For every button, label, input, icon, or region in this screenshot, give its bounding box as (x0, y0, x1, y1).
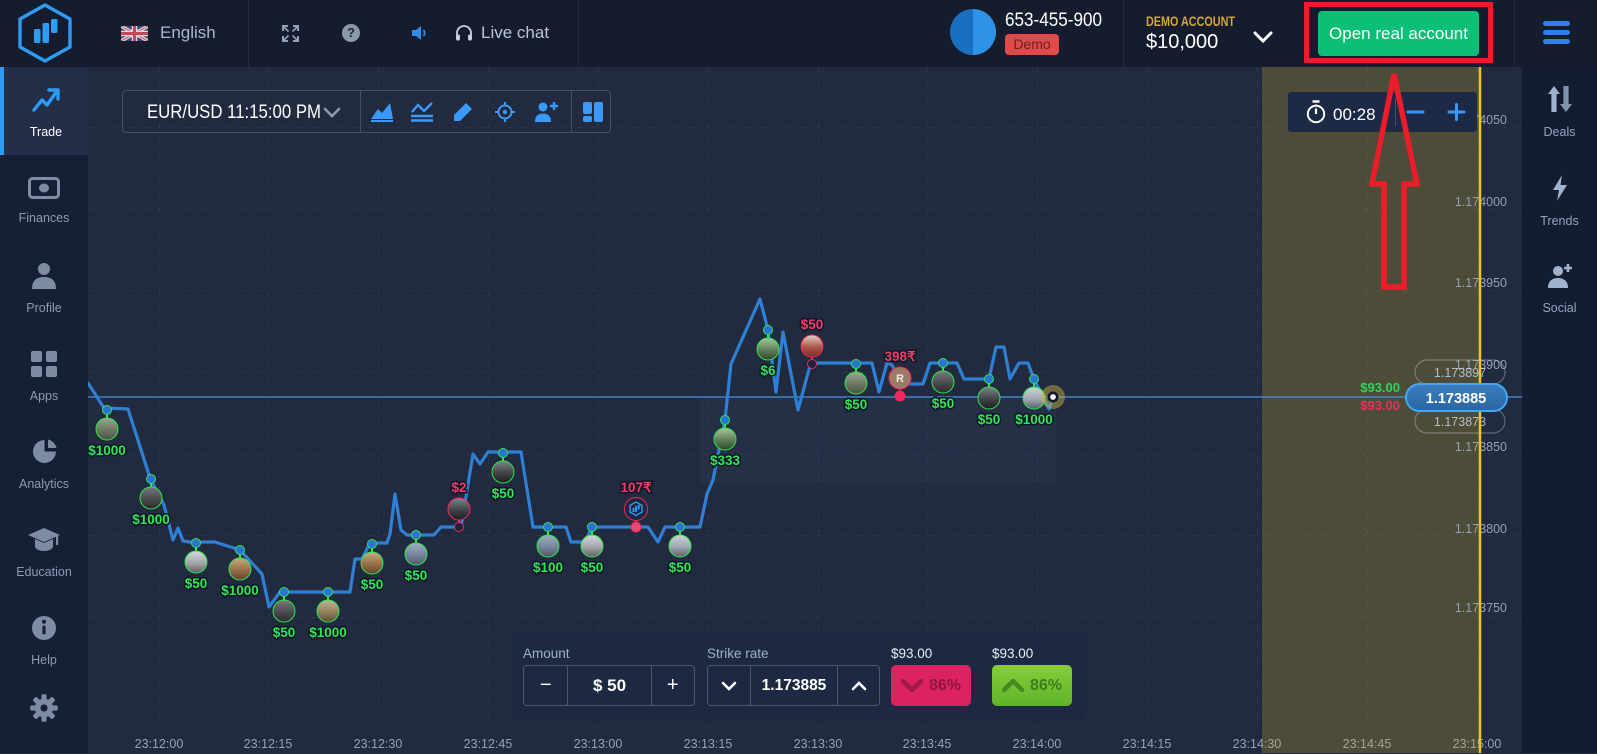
svg-text:1.173873: 1.173873 (1434, 415, 1486, 429)
svg-text:23:14:30: 23:14:30 (1233, 737, 1282, 751)
svg-text:1.173897: 1.173897 (1434, 366, 1486, 380)
svg-text:23:13:30: 23:13:30 (794, 737, 843, 751)
svg-text:23:13:15: 23:13:15 (684, 737, 733, 751)
svg-text:23:15:00: 23:15:00 (1453, 737, 1502, 751)
svg-text:23:12:30: 23:12:30 (354, 737, 403, 751)
svg-text:1.173885: 1.173885 (1426, 391, 1486, 407)
svg-text:$50: $50 (273, 625, 296, 640)
svg-text:$1000: $1000 (88, 443, 126, 458)
svg-text:$50: $50 (405, 568, 428, 583)
svg-text:$6: $6 (760, 363, 776, 378)
svg-text:23:14:45: 23:14:45 (1343, 737, 1392, 751)
svg-text:$50: $50 (185, 576, 208, 591)
svg-text:23:14:00: 23:14:00 (1013, 737, 1062, 751)
svg-text:$1000: $1000 (132, 512, 170, 527)
svg-text:398₹: 398₹ (884, 349, 916, 364)
svg-text:$50: $50 (845, 397, 868, 412)
svg-text:$1000: $1000 (1015, 412, 1053, 427)
svg-text:$50: $50 (492, 486, 515, 501)
svg-text:$50: $50 (581, 560, 604, 575)
svg-text:$50: $50 (978, 412, 1001, 427)
svg-text:$100: $100 (533, 560, 563, 575)
svg-text:23:12:15: 23:12:15 (244, 737, 293, 751)
svg-text:R: R (896, 373, 904, 385)
svg-text:23:12:00: 23:12:00 (135, 737, 184, 751)
svg-text:23:12:45: 23:12:45 (464, 737, 513, 751)
svg-text:23:13:00: 23:13:00 (574, 737, 623, 751)
svg-text:23:14:15: 23:14:15 (1123, 737, 1172, 751)
svg-text:$2: $2 (451, 480, 466, 495)
svg-text:$93.00: $93.00 (1360, 380, 1400, 395)
svg-text:$50: $50 (669, 560, 692, 575)
svg-text:$50: $50 (801, 317, 824, 332)
svg-text:$1000: $1000 (309, 625, 347, 640)
svg-text:$93.00: $93.00 (1360, 398, 1400, 413)
svg-text:$1000: $1000 (221, 583, 259, 598)
svg-text:107₹: 107₹ (620, 480, 652, 495)
svg-text:$50: $50 (361, 577, 384, 592)
svg-text:23:13:45: 23:13:45 (903, 737, 952, 751)
svg-text:00:28: 00:28 (1333, 105, 1376, 124)
svg-text:$50: $50 (932, 396, 955, 411)
svg-text:$333: $333 (710, 453, 741, 468)
